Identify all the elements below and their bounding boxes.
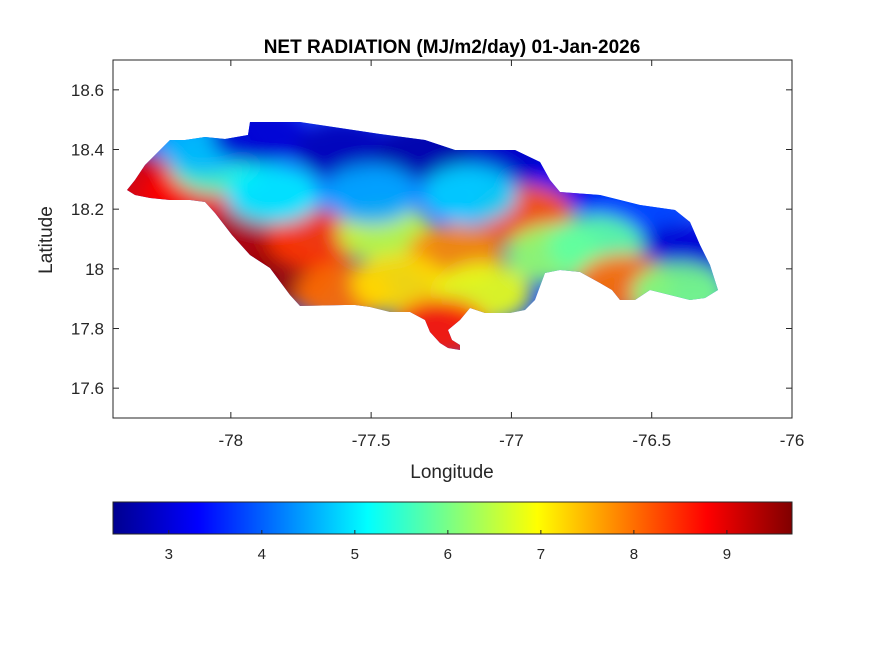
x-tick-label: -77.5: [352, 431, 391, 450]
colorbar-ticks: 3 4 5 6 7 8 9: [165, 530, 731, 563]
chart-title: NET RADIATION (MJ/m2/day) 01-Jan-2026: [264, 37, 641, 58]
colorbar-tick-label: 5: [351, 546, 359, 563]
y-tick-label: 18: [85, 260, 104, 279]
colorbar: [112, 501, 793, 535]
y-axis-ticks: 17.6 17.8 18 18.2 18.4 18.6: [71, 81, 792, 398]
x-axis-ticks: -78 -77.5 -77 -76.5 -76: [219, 60, 805, 450]
colorbar-tick-label: 8: [630, 546, 638, 563]
heatmap-cell: [323, 164, 420, 225]
heatmap-cell: [224, 164, 321, 225]
x-tick-label: -78: [219, 431, 244, 450]
colorbar-tick-label: 6: [444, 546, 452, 563]
y-axis-label: Latitude: [36, 206, 57, 274]
colorbar-tick-label: 3: [165, 546, 173, 563]
heatmap-cell: [210, 122, 307, 165]
y-tick-label: 18.4: [71, 141, 104, 160]
x-axis-label: Longitude: [410, 462, 493, 483]
heatmap-cell: [267, 209, 364, 269]
y-tick-label: 18.6: [71, 81, 104, 100]
x-tick-label: -77: [499, 431, 524, 450]
y-tick-label: 17.6: [71, 379, 104, 398]
heatmap-cell: [421, 164, 518, 225]
colorbar-tick-label: 9: [723, 546, 731, 563]
x-tick-label: -76: [780, 431, 805, 450]
colorbar-tick-label: 4: [258, 546, 266, 563]
x-tick-label: -76.5: [632, 431, 671, 450]
heatmap-cell: [351, 253, 448, 314]
colorbar-tick-label: 7: [537, 546, 545, 563]
y-tick-label: 17.8: [71, 320, 104, 339]
y-tick-label: 18.2: [71, 200, 104, 219]
